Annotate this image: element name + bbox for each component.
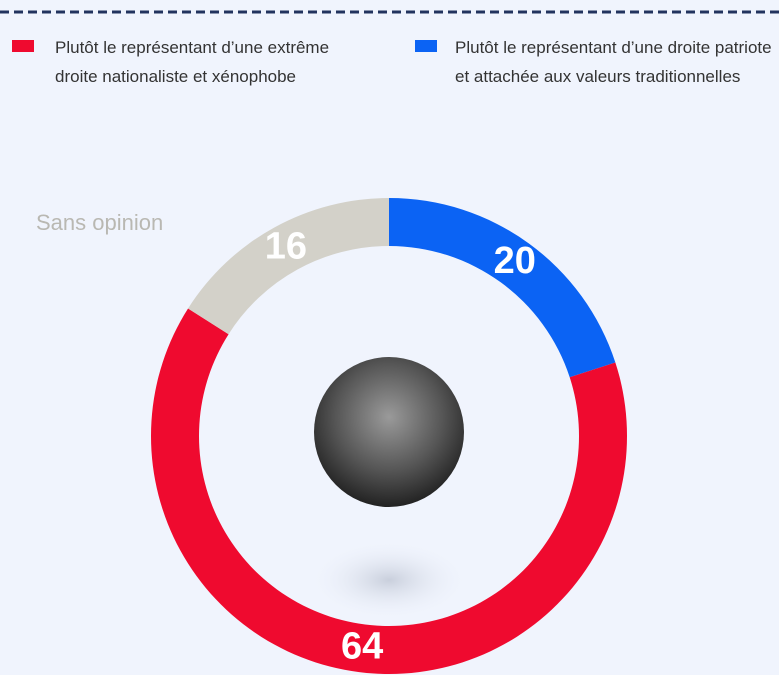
value-label: 20 [494, 240, 536, 282]
value-label: 16 [265, 226, 307, 268]
value-label: 64 [341, 625, 383, 667]
legend-swatch [12, 40, 34, 52]
shadow [309, 540, 469, 620]
segment-label: Sans opinion [36, 210, 163, 235]
portrait [314, 357, 464, 507]
donut-segment [389, 198, 616, 378]
donut-segment [188, 198, 389, 335]
legend-label: Plutôt le représentant d’une extrême dro… [55, 38, 330, 86]
legend-swatch [415, 40, 437, 52]
donut-segment [151, 308, 628, 674]
legend-label: Plutôt le représentant d’une droite patr… [455, 38, 772, 86]
